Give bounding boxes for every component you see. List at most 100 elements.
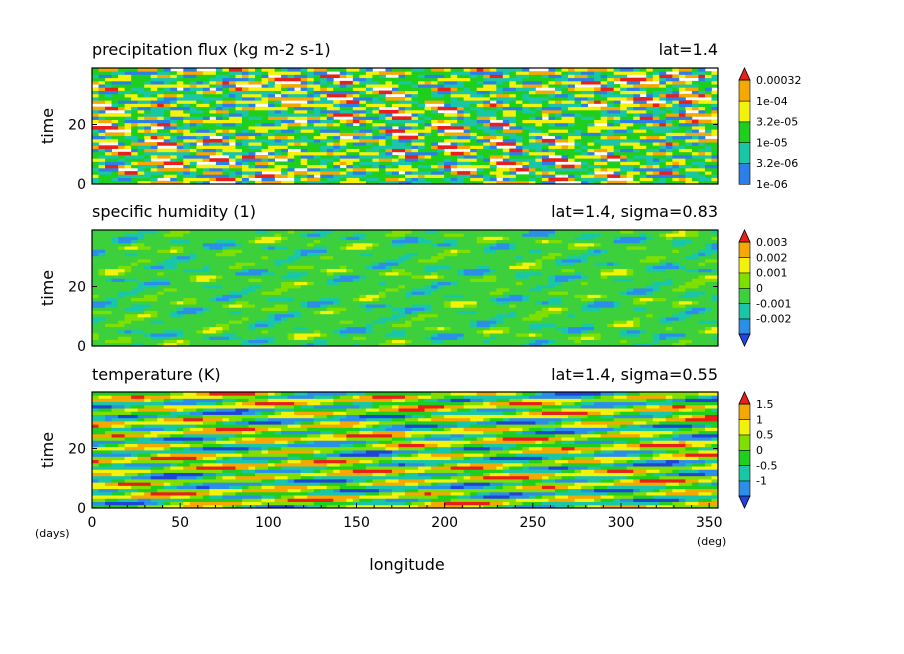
heatmap-cell: [281, 74, 289, 79]
heatmap-cell: [450, 323, 458, 328]
heatmap-cell: [633, 326, 641, 331]
heatmap-cell: [137, 164, 145, 169]
heatmap-cell: [215, 122, 223, 127]
heatmap-cell: [339, 119, 347, 124]
heatmap-cell: [581, 74, 588, 79]
heatmap-cell: [313, 74, 321, 79]
heatmap-cell: [515, 342, 523, 347]
heatmap-cell: [150, 71, 158, 75]
heatmap-cell: [287, 291, 295, 295]
heatmap-cell: [476, 71, 484, 75]
heatmap-cell: [124, 177, 132, 182]
heatmap-cell: [568, 90, 575, 95]
heatmap-cell: [704, 84, 712, 88]
heatmap-cell: [515, 119, 523, 124]
heatmap-cell: [241, 119, 249, 124]
heatmap-cell: [522, 129, 530, 133]
heatmap-cell: [646, 145, 654, 149]
heatmap-cell: [685, 180, 693, 185]
heatmap-cell: [189, 100, 197, 104]
heatmap-cell: [268, 142, 275, 146]
heatmap-cell: [620, 326, 628, 331]
heatmap-cell: [581, 167, 588, 172]
heatmap-cell: [378, 126, 386, 130]
heatmap-cell: [541, 113, 549, 117]
heatmap-cell: [633, 158, 641, 162]
heatmap-cell: [678, 294, 686, 299]
heatmap-cell: [228, 119, 236, 124]
heatmap-cell: [170, 71, 178, 75]
heatmap-cell: [659, 158, 667, 162]
heatmap-cell: [483, 329, 491, 334]
heatmap-cell: [554, 103, 562, 108]
heatmap-cell: [476, 77, 484, 82]
heatmap-cell: [587, 148, 595, 153]
heatmap-cell: [568, 97, 575, 101]
heatmap-cell: [385, 90, 393, 95]
heatmap-cell: [92, 310, 99, 315]
heatmap-cell: [698, 148, 706, 153]
heatmap-cell: [131, 307, 139, 311]
heatmap-cell: [587, 339, 595, 344]
heatmap-cell: [176, 177, 184, 182]
heatmap-cell: [665, 93, 673, 98]
heatmap-cell: [235, 323, 243, 328]
heatmap-cell: [105, 116, 112, 120]
heatmap-cell: [483, 291, 491, 295]
heatmap-cell: [346, 138, 354, 143]
heatmap-cell: [307, 74, 315, 79]
heatmap-cell: [509, 333, 517, 337]
heatmap-cell: [431, 320, 438, 324]
heatmap-cell: [248, 297, 256, 302]
heatmap-cell: [476, 333, 484, 337]
heatmap-cell: [398, 97, 406, 101]
heatmap-cell: [320, 339, 328, 344]
heatmap-cell: [574, 333, 582, 337]
heatmap-cell: [594, 313, 602, 318]
heatmap-cell: [150, 84, 158, 88]
heatmap-cell: [463, 90, 471, 95]
heatmap-cell: [665, 106, 673, 111]
heatmap-cell: [685, 297, 693, 302]
heatmap-cell: [522, 313, 530, 318]
heatmap-cell: [522, 155, 530, 159]
heatmap-cell: [483, 161, 491, 166]
heatmap-cell: [150, 171, 158, 175]
heatmap-cell: [489, 116, 497, 120]
heatmap-cell: [522, 97, 530, 101]
heatmap-cell: [352, 164, 360, 169]
heatmap-cell: [613, 326, 621, 331]
heatmap-cell: [235, 164, 243, 169]
heatmap-cell: [215, 307, 223, 311]
heatmap-cell: [313, 336, 321, 340]
heatmap-cell: [287, 122, 295, 127]
heatmap-cell: [659, 74, 667, 79]
heatmap-cell: [202, 313, 210, 318]
heatmap-cell: [241, 129, 249, 133]
heatmap-cell: [378, 167, 386, 172]
heatmap-cell: [248, 167, 256, 172]
heatmap-cell: [711, 291, 719, 295]
heatmap-cell: [124, 161, 132, 166]
heatmap-cell: [450, 158, 458, 162]
heatmap-cell: [411, 142, 419, 146]
heatmap-cell: [607, 161, 615, 166]
heatmap-cell: [450, 103, 458, 108]
heatmap-cell: [118, 174, 125, 178]
heatmap-cell: [418, 294, 425, 299]
heatmap-cell: [261, 310, 269, 315]
heatmap-cell: [359, 138, 367, 143]
heatmap-cell: [691, 155, 699, 159]
heatmap-cell: [261, 106, 269, 111]
heatmap-cell: [378, 122, 386, 127]
heatmap-cell: [528, 164, 536, 169]
heatmap-cell: [568, 80, 575, 85]
heatmap-cell: [528, 148, 536, 153]
heatmap-cell: [111, 68, 119, 72]
heatmap-cell: [626, 317, 634, 321]
heatmap-cell: [287, 151, 295, 156]
heatmap-cell: [418, 74, 425, 79]
heatmap-cell: [287, 323, 295, 328]
heatmap-cell: [600, 84, 608, 88]
heatmap-cell: [463, 294, 471, 299]
